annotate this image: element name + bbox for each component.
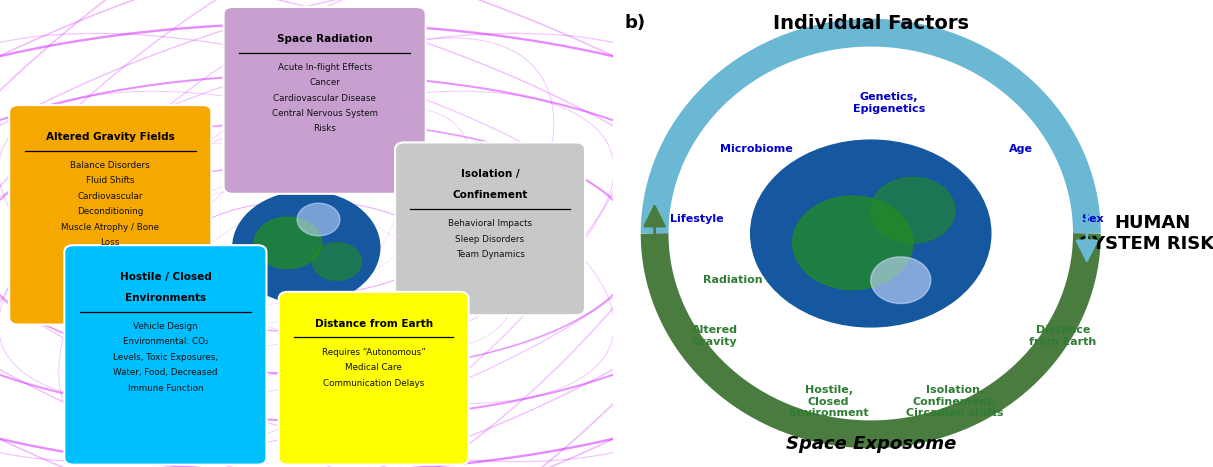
Text: Deconditioning: Deconditioning [78,207,143,216]
Text: Radiation: Radiation [702,275,763,285]
Text: Environments: Environments [125,293,206,303]
Text: Microbiome: Microbiome [721,144,793,155]
Text: Distance from Earth: Distance from Earth [314,318,433,329]
Text: Risks: Risks [313,125,336,134]
Text: Genetics,
Epigenetics: Genetics, Epigenetics [853,92,924,113]
Text: Altered
Gravity: Altered Gravity [691,325,738,347]
Text: Requires “Autonomous”: Requires “Autonomous” [321,347,426,357]
Text: Cancer: Cancer [309,78,340,87]
Text: Cardiovascular Disease: Cardiovascular Disease [273,94,376,103]
Text: Balance Disorders: Balance Disorders [70,161,150,170]
Circle shape [793,196,913,290]
Text: b): b) [625,14,645,32]
Text: Fluid Shifts: Fluid Shifts [86,177,135,185]
Text: Muscle Atrophy / Bone: Muscle Atrophy / Bone [62,223,159,232]
Text: Age: Age [1009,144,1032,155]
Text: Sex: Sex [1082,214,1104,225]
Circle shape [313,243,361,280]
Text: Vehicle Design: Vehicle Design [133,322,198,331]
Circle shape [233,191,380,304]
Circle shape [871,257,930,304]
Text: Immune Function: Immune Function [127,384,203,393]
Text: a): a) [10,14,29,32]
Text: Communication Delays: Communication Delays [323,378,425,388]
Text: Water, Food, Decreased: Water, Food, Decreased [113,368,217,377]
Circle shape [751,140,991,327]
Text: Distance
from Earth: Distance from Earth [1030,325,1097,347]
Text: Behavioral Impacts: Behavioral Impacts [448,219,533,228]
Text: Acute In-flight Effects: Acute In-flight Effects [278,63,371,72]
Text: Team Dynamics: Team Dynamics [456,250,524,259]
FancyBboxPatch shape [10,105,211,325]
Text: Hostile,
Closed
Environment: Hostile, Closed Environment [788,385,869,418]
Text: Loss: Loss [101,238,120,247]
Text: Isolation /: Isolation / [461,169,519,179]
Text: HUMAN
SYSTEM RISKS: HUMAN SYSTEM RISKS [1078,214,1213,253]
FancyBboxPatch shape [395,142,585,315]
FancyBboxPatch shape [279,292,468,465]
Text: Lifestyle: Lifestyle [670,214,723,225]
Text: Hostile / Closed: Hostile / Closed [120,272,211,282]
Text: Confinement: Confinement [452,191,528,200]
FancyBboxPatch shape [64,245,267,465]
Text: Sleep Disorders: Sleep Disorders [456,234,524,244]
Text: Cardiovascular: Cardiovascular [78,191,143,201]
FancyBboxPatch shape [223,7,426,194]
Circle shape [297,203,340,236]
Text: Space Radiation: Space Radiation [277,34,372,44]
Text: Individual Factors: Individual Factors [773,14,969,33]
Text: Environmental: CO₂: Environmental: CO₂ [123,337,209,347]
Circle shape [871,177,955,243]
Text: Isolation,
Confinement,
Circadian shifts: Isolation, Confinement, Circadian shifts [906,385,1003,418]
Text: Medical Care: Medical Care [346,363,402,372]
Text: Central Nervous System: Central Nervous System [272,109,377,118]
Text: Altered Gravity Fields: Altered Gravity Fields [46,132,175,142]
Circle shape [255,217,321,269]
Text: Space Exposome: Space Exposome [786,435,956,453]
Text: Levels, Toxic Exposures,: Levels, Toxic Exposures, [113,353,218,362]
